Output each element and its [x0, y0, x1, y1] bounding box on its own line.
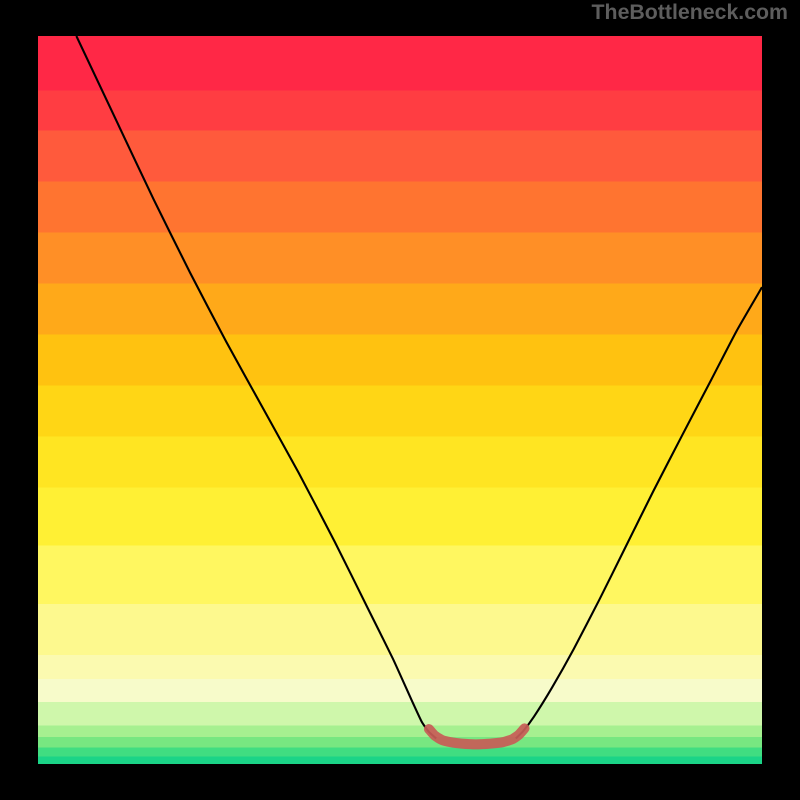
chart-svg — [0, 0, 800, 800]
watermark-text: TheBottleneck.com — [592, 0, 788, 25]
chart-plot-area — [38, 36, 762, 764]
chart-container: TheBottleneck.com — [0, 0, 800, 800]
